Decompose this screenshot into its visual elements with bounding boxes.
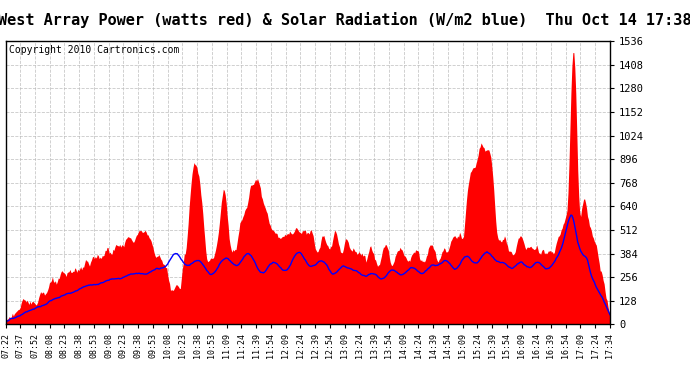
Text: Copyright 2010 Cartronics.com: Copyright 2010 Cartronics.com [8, 45, 179, 56]
Text: West Array Power (watts red) & Solar Radiation (W/m2 blue)  Thu Oct 14 17:38: West Array Power (watts red) & Solar Rad… [0, 12, 690, 28]
